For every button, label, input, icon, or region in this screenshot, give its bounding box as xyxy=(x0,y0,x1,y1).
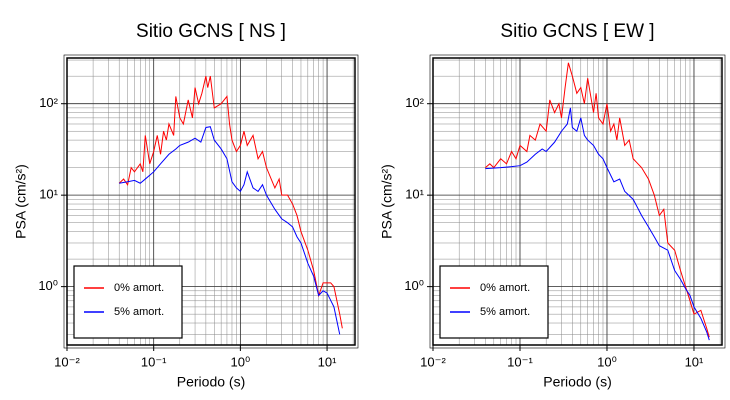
legend-label: 5% amort. xyxy=(114,306,164,318)
plot-frame xyxy=(432,57,723,346)
plot-frame-outer xyxy=(429,54,726,349)
legend-box xyxy=(73,265,183,339)
y-tick-label: 10² xyxy=(405,95,424,110)
chart-title: Sitio GCNS [ NS ] xyxy=(136,21,286,42)
x-tick-label: 10¹ xyxy=(318,354,337,369)
plot-frame xyxy=(66,57,356,346)
chart-title: Sitio GCNS [ EW ] xyxy=(500,21,654,42)
x-tick-label: 10⁻¹ xyxy=(141,354,167,369)
data-line xyxy=(485,107,710,341)
legend-label: 5% amort. xyxy=(480,306,530,318)
x-tick-label: 10⁰ xyxy=(231,354,251,369)
x-tick-label: 10⁻¹ xyxy=(507,354,533,369)
x-tick-label: 10⁻² xyxy=(54,354,80,369)
y-axis-label: PSA (cm/s²) xyxy=(13,164,29,239)
y-tick-label: 10⁰ xyxy=(404,278,424,293)
legend-label: 0% amort. xyxy=(114,282,164,294)
x-tick-label: 10⁻² xyxy=(420,354,446,369)
data-line xyxy=(118,76,343,329)
y-tick-label: 10⁰ xyxy=(38,278,58,293)
y-tick-label: 10¹ xyxy=(405,187,424,202)
legend-box xyxy=(439,265,549,339)
y-axis-label: PSA (cm/s²) xyxy=(379,164,395,239)
data-line xyxy=(485,62,710,338)
x-axis-label: Periodo (s) xyxy=(543,374,611,390)
y-tick-label: 10¹ xyxy=(39,187,58,202)
x-tick-label: 10¹ xyxy=(685,354,704,369)
data-line xyxy=(119,126,341,335)
legend-label: 0% amort. xyxy=(480,282,530,294)
plot-frame-outer xyxy=(63,54,359,349)
y-tick-label: 10² xyxy=(39,95,58,110)
x-tick-label: 10⁰ xyxy=(597,354,617,369)
x-axis-label: Periodo (s) xyxy=(177,374,245,390)
